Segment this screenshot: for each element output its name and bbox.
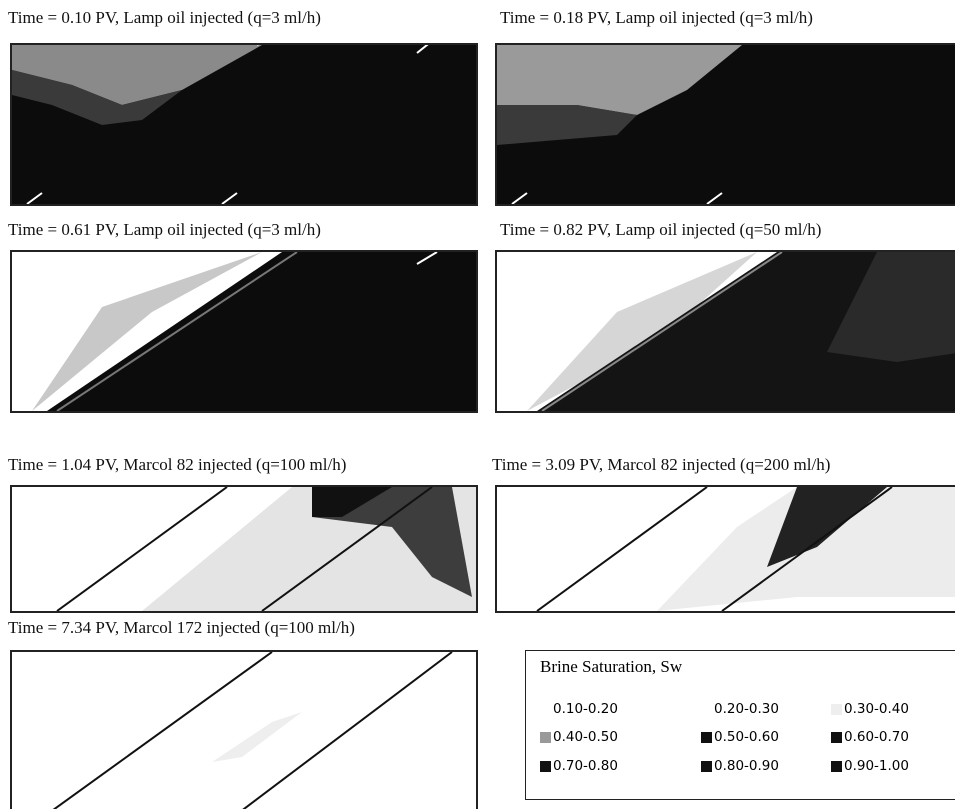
saturation-map	[10, 650, 478, 809]
legend-label: 0.10-0.20	[553, 701, 618, 717]
legend-item: 0.60-0.70	[831, 729, 909, 745]
panel-title: Time = 0.18 PV, Lamp oil injected (q=3 m…	[500, 8, 813, 28]
legend-swatch	[540, 704, 551, 715]
map-graphic	[12, 45, 476, 204]
panel-title: Time = 0.10 PV, Lamp oil injected (q=3 m…	[8, 8, 321, 28]
legend-label: 0.20-0.30	[714, 701, 779, 717]
legend-swatch	[831, 704, 842, 715]
map-graphic	[497, 487, 955, 611]
legend-item: 0.80-0.90	[701, 758, 779, 774]
legend-swatch	[831, 761, 842, 772]
legend-item: 0.10-0.20	[540, 701, 618, 717]
map-graphic	[497, 45, 955, 204]
saturation-map	[495, 43, 955, 206]
legend-swatch	[540, 732, 551, 743]
legend: Brine Saturation, Sw 0.10-0.20 0.20-0.30 0…	[525, 650, 955, 800]
legend-swatch	[701, 761, 712, 772]
panel-title: Time = 0.61 PV, Lamp oil injected (q=3 m…	[8, 220, 321, 240]
legend-swatch	[831, 732, 842, 743]
map-graphic	[497, 252, 955, 411]
legend-item: 0.70-0.80	[540, 758, 618, 774]
legend-label: 0.70-0.80	[553, 758, 618, 774]
legend-item: 0.40-0.50	[540, 729, 618, 745]
legend-swatch	[701, 704, 712, 715]
figure: Time = 0.10 PV, Lamp oil injected (q=3 m…	[0, 0, 955, 809]
legend-label: 0.80-0.90	[714, 758, 779, 774]
legend-swatch	[701, 732, 712, 743]
saturation-map	[10, 485, 478, 613]
panel-title: Time = 0.82 PV, Lamp oil injected (q=50 …	[500, 220, 821, 240]
legend-label: 0.50-0.60	[714, 729, 779, 745]
saturation-map	[10, 250, 478, 413]
legend-title: Brine Saturation, Sw	[540, 657, 682, 677]
legend-item: 0.90-1.00	[831, 758, 909, 774]
legend-item: 0.50-0.60	[701, 729, 779, 745]
legend-label: 0.60-0.70	[844, 729, 909, 745]
saturation-map	[495, 250, 955, 413]
legend-label: 0.90-1.00	[844, 758, 909, 774]
legend-item: 0.20-0.30	[701, 701, 779, 717]
legend-label: 0.40-0.50	[553, 729, 618, 745]
legend-label: 0.30-0.40	[844, 701, 909, 717]
saturation-map	[10, 43, 478, 206]
map-graphic	[12, 652, 476, 809]
saturation-map	[495, 485, 955, 613]
legend-item: 0.30-0.40	[831, 701, 909, 717]
legend-swatch	[540, 761, 551, 772]
panel-title: Time = 1.04 PV, Marcol 82 injected (q=10…	[8, 455, 346, 475]
panel-title: Time = 3.09 PV, Marcol 82 injected (q=20…	[492, 455, 830, 475]
panel-title: Time = 7.34 PV, Marcol 172 injected (q=1…	[8, 618, 355, 638]
map-graphic	[12, 252, 476, 411]
map-graphic	[12, 487, 476, 611]
